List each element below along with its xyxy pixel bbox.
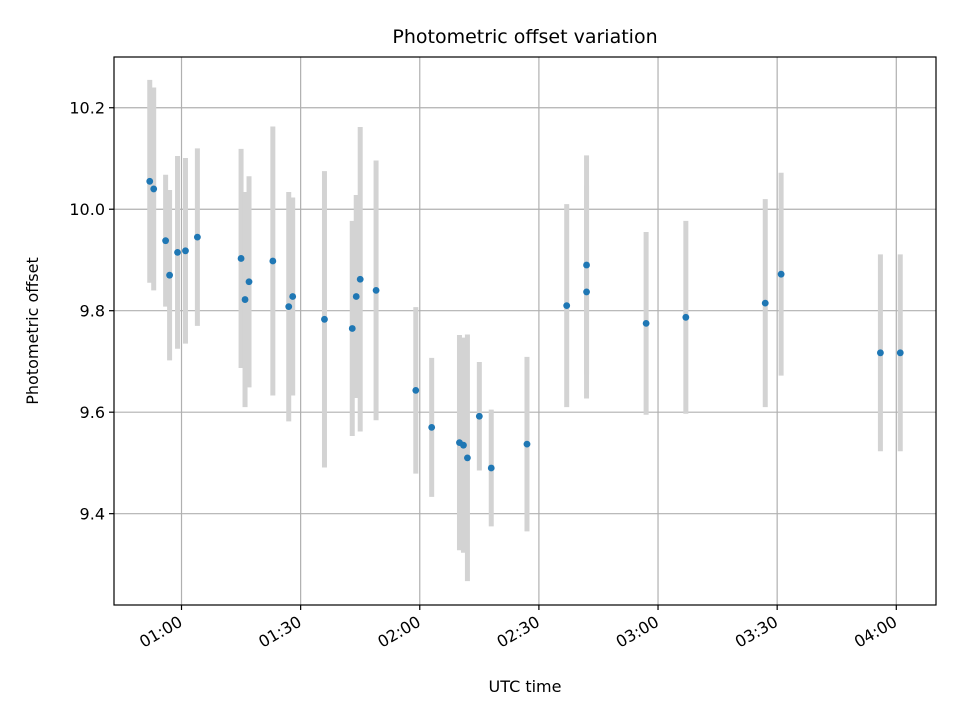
data-point: [583, 261, 590, 269]
data-point: [877, 349, 884, 357]
data-point: [777, 270, 785, 278]
y-axis-ticks: 9.4 9.6 9.8 10.0 10.2: [69, 99, 114, 524]
data-point: [428, 424, 436, 431]
data-point: [193, 233, 201, 241]
data-point: [642, 319, 650, 327]
x-axis-label: UTC time: [489, 677, 562, 696]
y-axis-label: Photometric offset: [23, 257, 42, 405]
data-point: [285, 303, 293, 311]
data-point: [412, 386, 420, 394]
data-point: [146, 177, 154, 185]
data-point: [682, 313, 690, 321]
data-point: [289, 293, 297, 300]
data-point: [166, 271, 173, 279]
data-point: [352, 293, 360, 300]
data-point: [245, 278, 253, 286]
data-point: [372, 287, 380, 294]
plot-frame: [113, 56, 937, 606]
data-point: [523, 440, 531, 448]
grid: [114, 57, 936, 605]
y-tick-label: 9.4: [80, 505, 105, 524]
data-point: [460, 441, 467, 449]
data-point: [174, 248, 181, 256]
data-point: [241, 296, 249, 303]
data-point: [464, 454, 471, 462]
data-point: [356, 275, 364, 283]
data-point: [761, 299, 769, 307]
data-point: [563, 302, 571, 310]
data-point: [487, 464, 495, 472]
data-point: [237, 255, 245, 262]
data-point: [162, 237, 170, 245]
y-tick-label: 10.0: [69, 200, 105, 219]
data-point: [348, 325, 356, 332]
y-tick-label: 10.2: [69, 99, 105, 118]
y-tick-label: 9.8: [80, 302, 105, 321]
data-point: [150, 185, 158, 193]
chart-title: Photometric offset variation: [392, 26, 657, 48]
data-point: [583, 288, 590, 296]
data-point: [321, 315, 328, 323]
y-tick-label: 9.6: [80, 403, 105, 422]
data-point: [182, 247, 189, 255]
data-point: [475, 412, 483, 420]
data-point: [269, 257, 277, 265]
data-point: [896, 349, 904, 357]
data-points: [146, 177, 904, 472]
